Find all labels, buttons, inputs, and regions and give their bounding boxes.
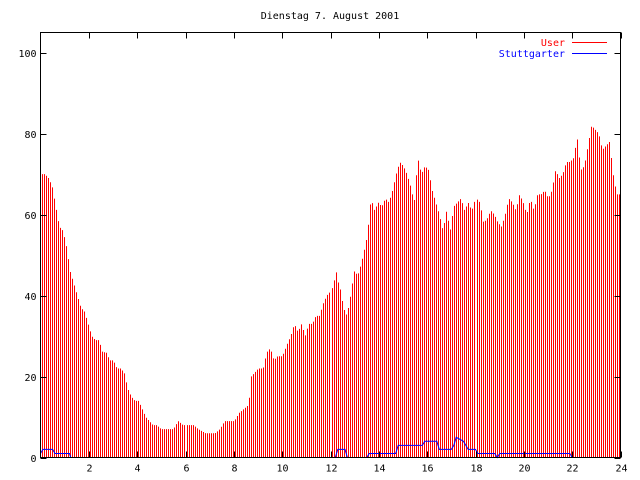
- plot-frame: [40, 32, 621, 458]
- chart-title: Dienstag 7. August 2001: [261, 11, 399, 22]
- y-tick-label: 20: [24, 373, 36, 384]
- legend-label-user: User: [541, 38, 565, 49]
- x-tick-label: 8: [231, 464, 237, 475]
- y-tick-label: 40: [24, 292, 36, 303]
- y-tick-label: 0: [30, 454, 36, 465]
- x-tick-label: 6: [183, 464, 189, 475]
- x-tick-label: 14: [373, 464, 385, 475]
- x-tick-label: 10: [276, 464, 288, 475]
- x-tick-label: 12: [325, 464, 337, 475]
- x-tick-label: 20: [518, 464, 530, 475]
- x-tick-label: 18: [470, 464, 482, 475]
- y-tick-label: 60: [24, 211, 36, 222]
- x-tick-label: 16: [421, 464, 433, 475]
- x-tick-label: 4: [134, 464, 140, 475]
- x-tick-label: 24: [615, 464, 627, 475]
- x-tick-label: 22: [566, 464, 578, 475]
- y-tick-label: 100: [18, 49, 36, 60]
- legend-label-stuttgarter: Stuttgarter: [499, 49, 565, 60]
- legend: User Stuttgarter: [499, 38, 607, 60]
- x-tick-label: 2: [86, 464, 92, 475]
- y-tick-label: 80: [24, 130, 36, 141]
- bars-layer: [42, 126, 620, 458]
